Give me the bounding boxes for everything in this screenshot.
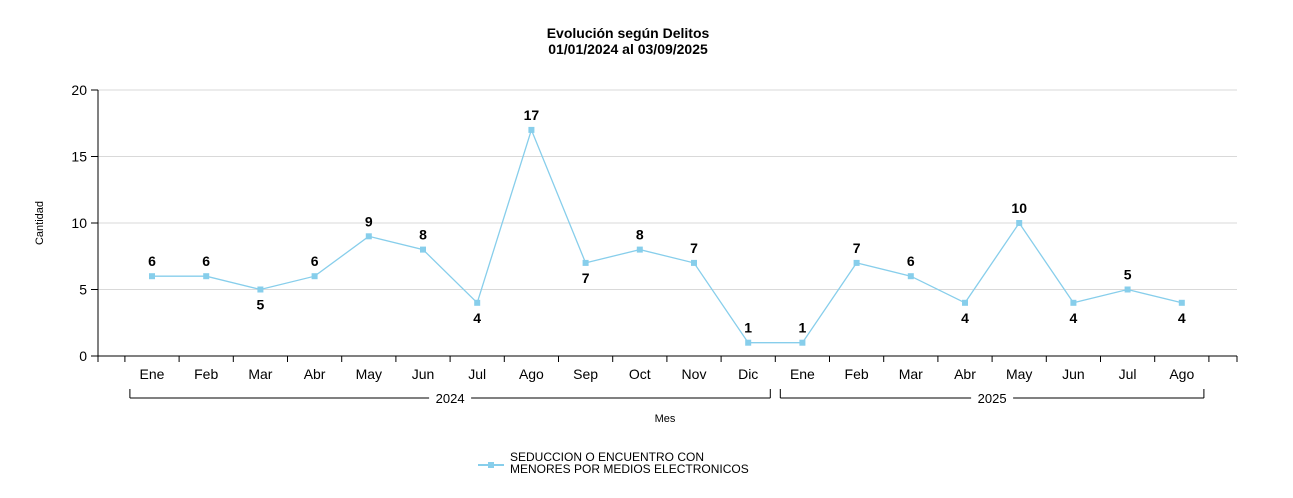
x-tick-label: Dic — [738, 366, 758, 382]
data-label: 1 — [799, 320, 807, 336]
y-tick-label: 20 — [71, 82, 87, 98]
x-tick-label: May — [1006, 366, 1032, 382]
data-point — [1016, 220, 1023, 226]
x-tick-label: Abr — [954, 366, 976, 382]
legend-label: SEDUCCION O ENCUENTRO CON — [510, 450, 704, 464]
x-tick-label: Ene — [140, 366, 165, 382]
y-tick-label: 10 — [71, 215, 87, 231]
data-label: 6 — [202, 253, 210, 269]
data-point — [691, 259, 697, 266]
data-label: 6 — [148, 253, 156, 269]
x-tick-label: Sep — [573, 366, 598, 382]
data-point — [962, 299, 968, 306]
data-point — [203, 273, 210, 280]
data-label: 4 — [1070, 310, 1078, 326]
x-axis-label: Mes — [655, 413, 676, 425]
x-tick-label: Ago — [519, 366, 544, 382]
data-label: 4 — [961, 310, 969, 326]
data-label: 8 — [636, 227, 644, 243]
y-tick-label: 0 — [79, 348, 87, 364]
data-point — [1124, 286, 1131, 293]
data-label: 7 — [582, 270, 590, 286]
chart-title: Evolución según Delitos — [547, 25, 710, 41]
data-label: 1 — [744, 320, 752, 336]
data-point — [311, 273, 318, 280]
data-point — [1070, 299, 1077, 306]
data-point — [365, 233, 372, 240]
x-tick-label: Feb — [845, 366, 869, 382]
x-tick-label: Mar — [248, 366, 272, 382]
x-tick-label: Abr — [304, 366, 326, 382]
y-tick-label: 5 — [79, 282, 87, 298]
x-tick-label: Ene — [790, 366, 815, 382]
x-tick-label: Jul — [468, 366, 486, 382]
data-point — [907, 273, 914, 280]
series-layer — [149, 126, 1185, 346]
gridlines — [98, 89, 1237, 290]
x-tick-label: Jun — [412, 366, 435, 382]
x-tick-label: Jun — [1062, 366, 1085, 382]
data-label: 8 — [419, 227, 427, 243]
x-tick-label: Ago — [1169, 366, 1194, 382]
x-tick-label: Mar — [899, 366, 923, 382]
series-line — [152, 127, 1182, 344]
chart-subtitle: 01/01/2024 al 03/09/2025 — [548, 41, 708, 57]
x-tick-label: Nov — [682, 366, 707, 382]
data-point — [1178, 299, 1185, 306]
data-label: 9 — [365, 213, 373, 229]
data-label: 5 — [257, 297, 265, 313]
data-point — [528, 126, 535, 133]
legend-marker-swatch — [488, 462, 494, 468]
data-label: 7 — [853, 240, 861, 256]
data-label: 6 — [311, 253, 319, 269]
y-tick-label: 15 — [71, 149, 87, 165]
data-label: 7 — [690, 240, 698, 256]
data-point — [582, 259, 589, 266]
data-label: 5 — [1124, 267, 1132, 283]
data-label: 6 — [907, 253, 915, 269]
data-point — [149, 273, 155, 280]
group-label-2025: 2025 — [978, 391, 1007, 406]
data-point — [853, 259, 860, 266]
data-point — [257, 286, 264, 293]
data-point — [799, 339, 806, 346]
y-axis-label: Cantidad — [34, 201, 46, 245]
data-point — [474, 299, 481, 306]
data-label: 4 — [1178, 310, 1186, 326]
legend-label: MENORES POR MEDIOS ELECTRONICOS — [510, 462, 749, 476]
data-point — [745, 339, 752, 346]
data-label: 10 — [1011, 200, 1027, 216]
data-label: 17 — [524, 107, 540, 123]
x-tick-label: Feb — [194, 366, 218, 382]
group-label-2024: 2024 — [436, 391, 465, 406]
data-point — [636, 246, 643, 253]
data-label: 4 — [473, 310, 481, 326]
data-point — [420, 246, 426, 253]
x-tick-label: Oct — [629, 366, 651, 382]
x-tick-label: May — [356, 366, 382, 382]
x-tick-label: Jul — [1119, 366, 1137, 382]
